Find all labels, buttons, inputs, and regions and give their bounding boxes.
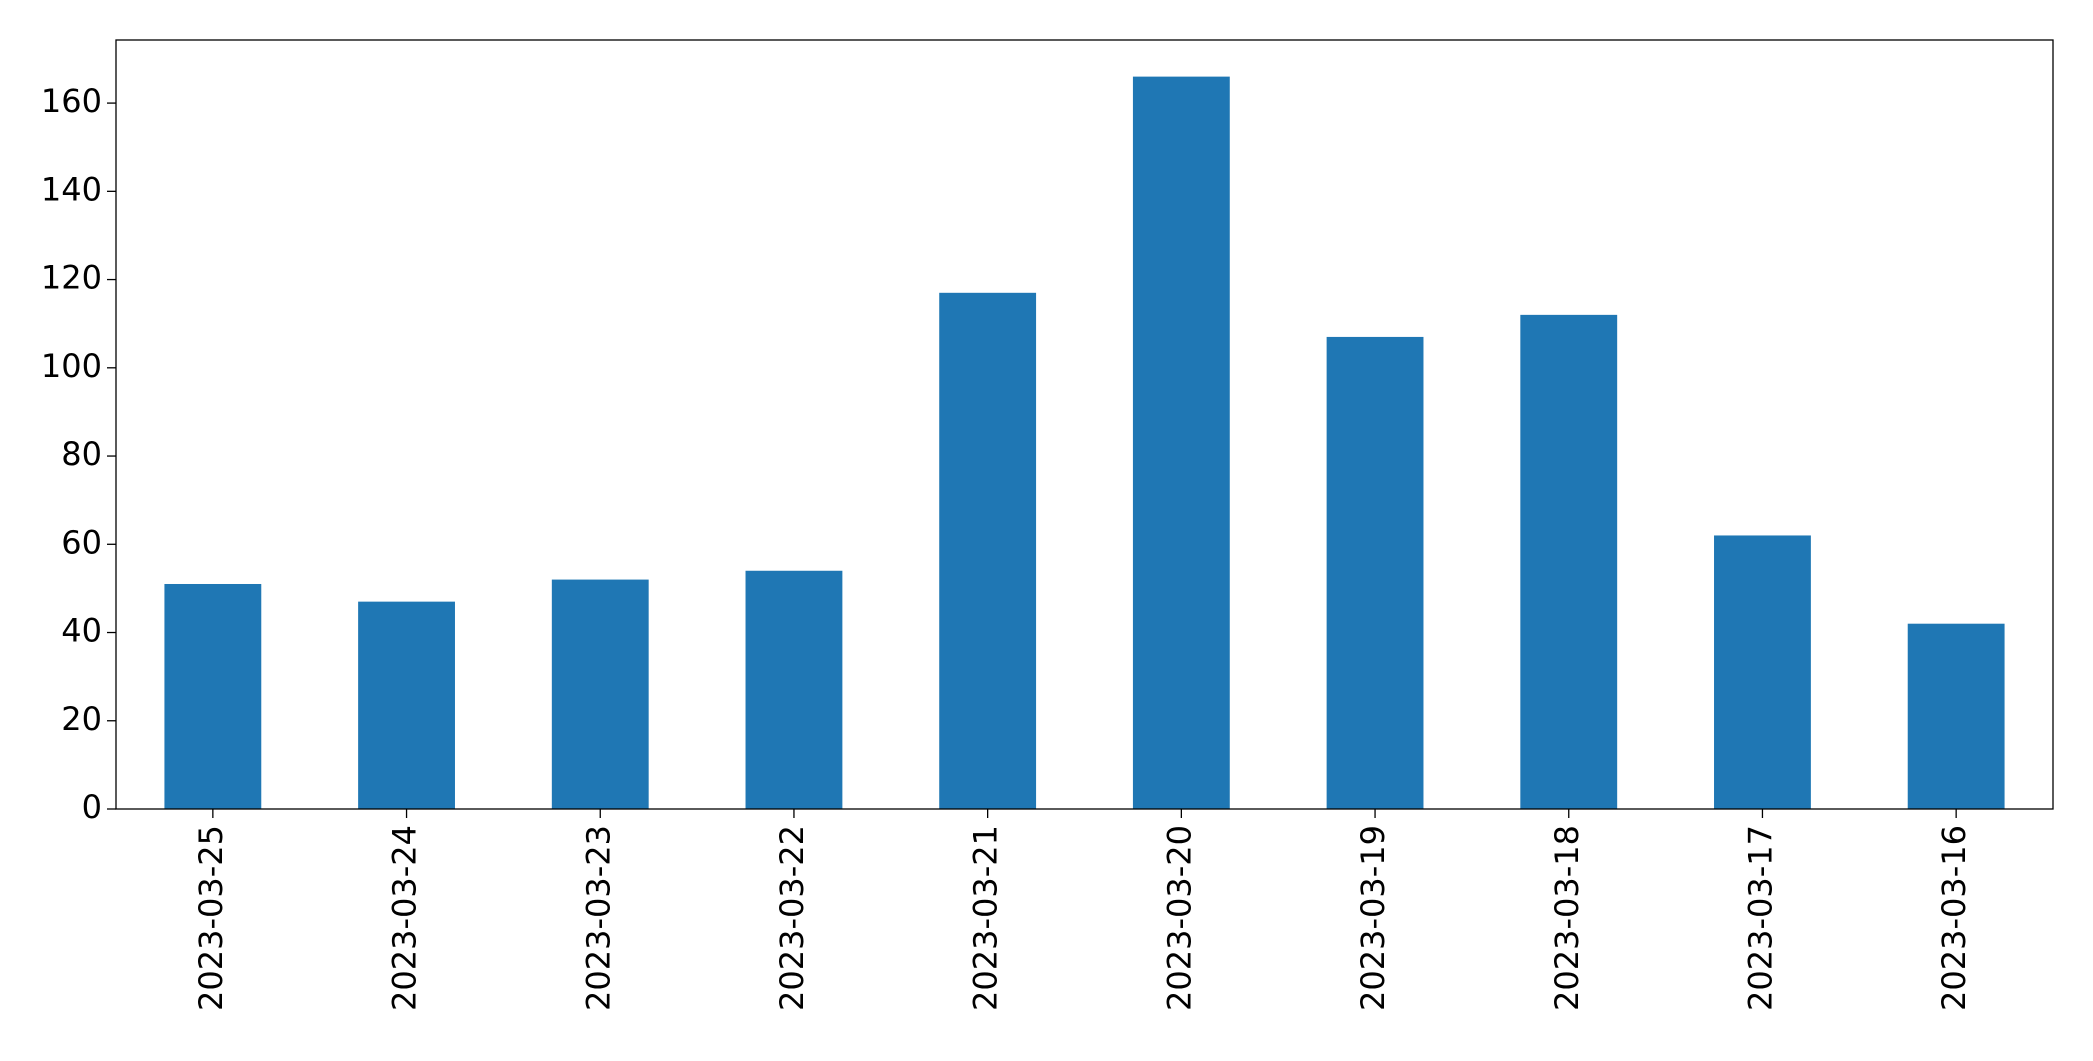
x-tick-label: 2023-03-20 xyxy=(1160,825,1198,1011)
x-tick-label: 2023-03-24 xyxy=(386,825,424,1011)
bar xyxy=(1326,336,1424,809)
y-tick-label: 80 xyxy=(61,435,102,473)
bar xyxy=(745,570,843,809)
bar xyxy=(1520,314,1618,809)
y-tick-label: 40 xyxy=(61,612,102,650)
x-tick-label: 2023-03-16 xyxy=(1935,825,1973,1011)
y-tick-label: 60 xyxy=(61,523,102,561)
axes-frame xyxy=(115,39,2054,810)
bar xyxy=(1132,76,1230,810)
x-tick-label: 2023-03-18 xyxy=(1548,825,1586,1011)
bar xyxy=(358,601,455,809)
bar xyxy=(1907,623,2005,809)
x-tick-label: 2023-03-19 xyxy=(1354,825,1392,1011)
x-tick-label: 2023-03-25 xyxy=(192,825,230,1011)
y-tick-label: 20 xyxy=(61,700,102,738)
y-tick-label: 120 xyxy=(41,259,102,297)
y-tick-label: 140 xyxy=(41,170,102,208)
y-tick-label: 0 xyxy=(82,788,102,826)
bar xyxy=(164,583,262,809)
x-tick-label: 2023-03-23 xyxy=(579,825,617,1011)
y-tick-label: 100 xyxy=(41,347,102,385)
x-tick-label: 2023-03-17 xyxy=(1741,825,1779,1011)
x-tick-label: 2023-03-22 xyxy=(773,825,811,1011)
bar xyxy=(1714,535,1811,809)
x-tick-label: 2023-03-21 xyxy=(967,825,1005,1011)
y-tick-label: 160 xyxy=(41,82,102,120)
bar xyxy=(551,579,649,809)
bar xyxy=(939,292,1037,809)
